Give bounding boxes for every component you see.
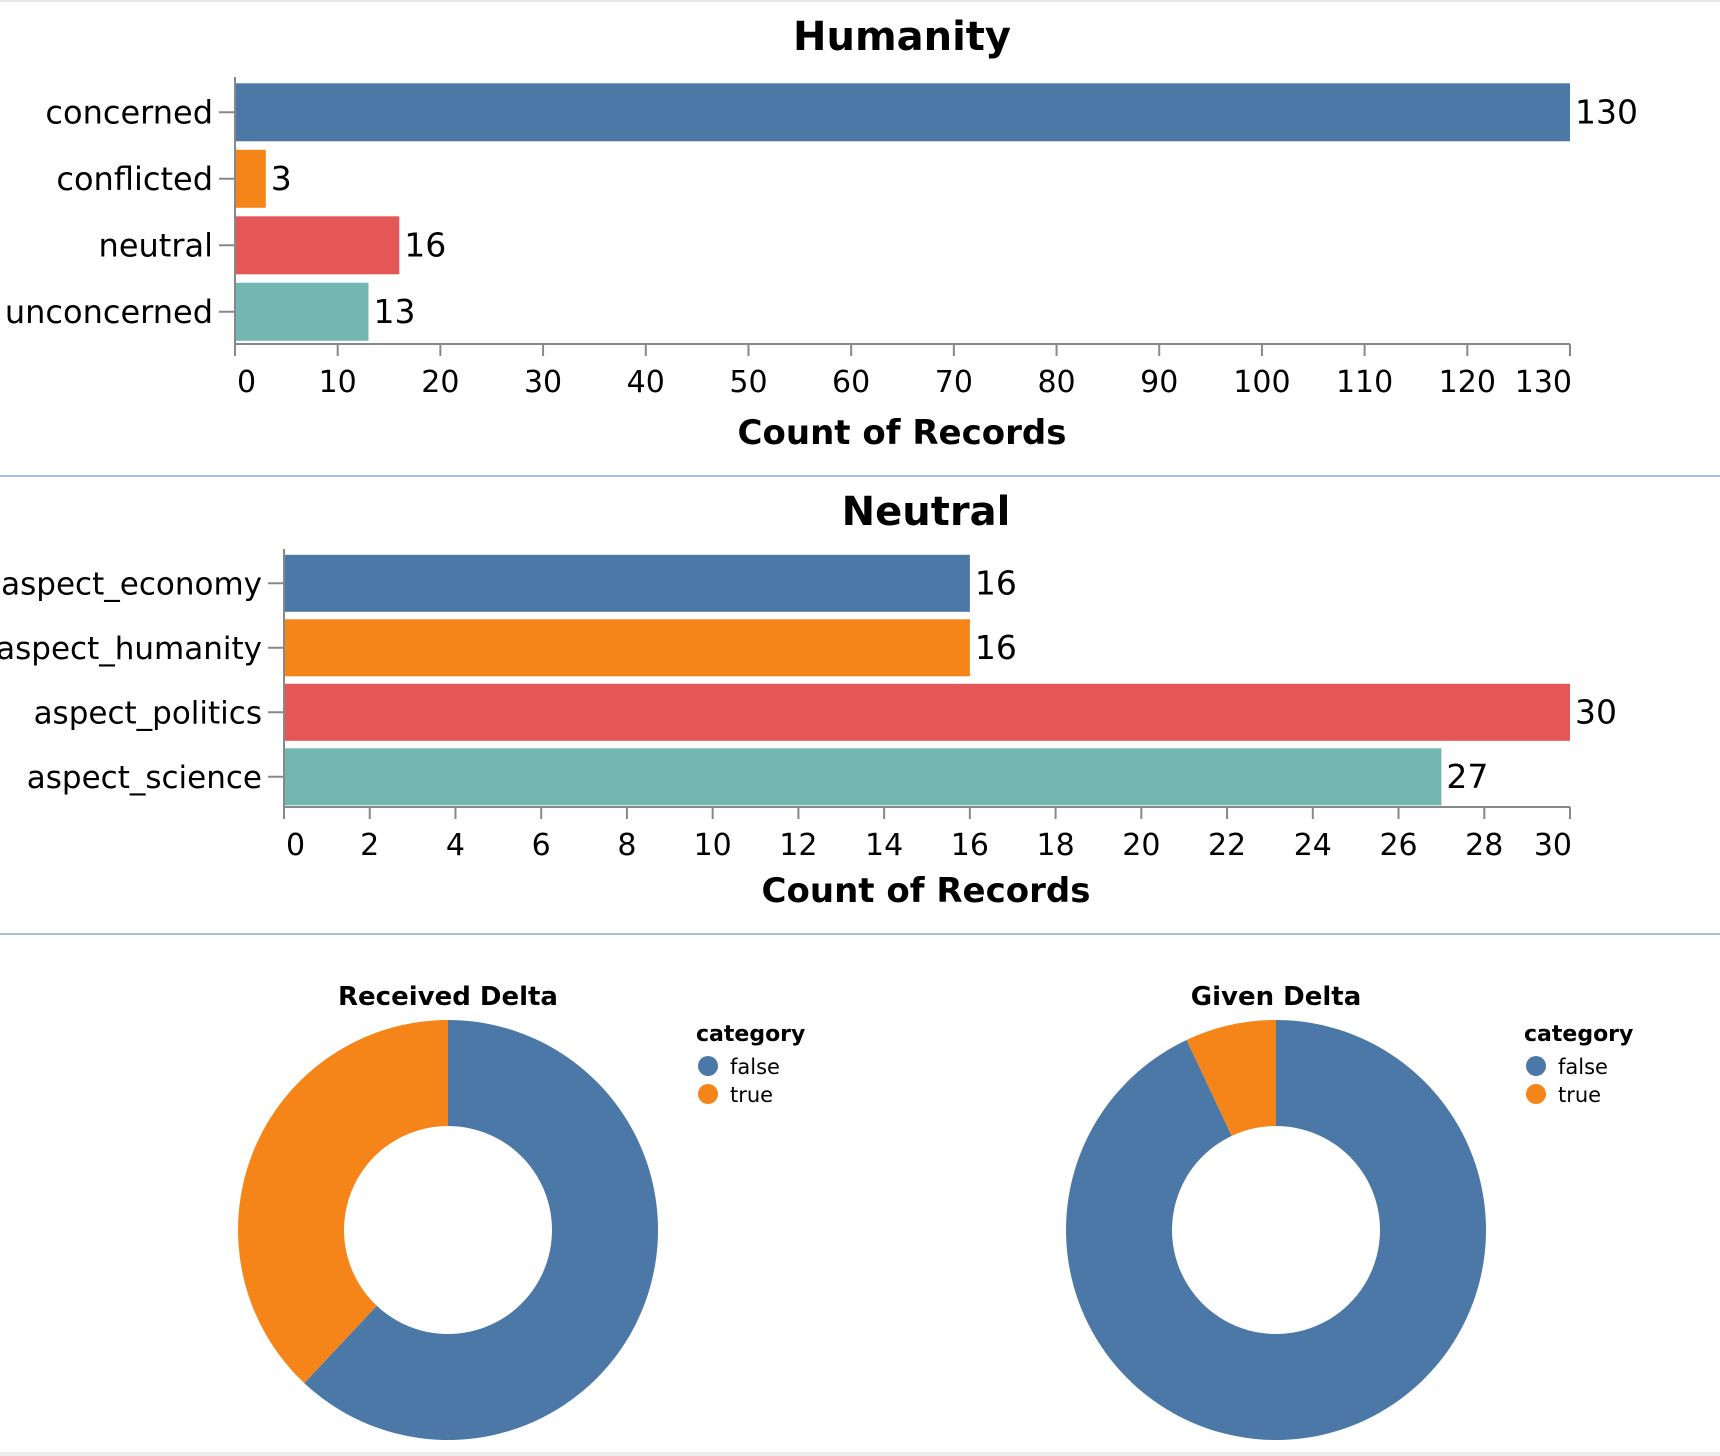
humanity-chart-title: Humanity (793, 14, 1011, 60)
humanity-category-label: neutral (99, 226, 213, 264)
given-delta-legend-swatch-false (1526, 1056, 1546, 1076)
neutral-x-tick-label: 30 (1534, 828, 1572, 863)
top-border (0, 0, 1720, 2)
neutral-category-label: aspect_economy (1, 566, 262, 602)
humanity-x-tick-label: 30 (524, 365, 562, 400)
humanity-category-label: unconcerned (5, 293, 213, 331)
section-divider-2 (0, 933, 1720, 935)
neutral-x-axis-title: Count of Records (762, 871, 1091, 911)
given-delta-legend-label-false: false (1558, 1055, 1608, 1079)
received-delta-slice-true (238, 1020, 448, 1384)
given-delta-legend-label-true: true (1558, 1083, 1601, 1107)
humanity-data-label: 16 (404, 225, 446, 264)
received-delta-slice-false (304, 1020, 659, 1440)
humanity-category-label: concerned (45, 93, 213, 131)
neutral-x-tick-label: 26 (1379, 828, 1417, 863)
neutral-x-tick-label: 24 (1294, 828, 1332, 863)
neutral-bar-aspect_humanity (284, 619, 970, 677)
neutral-bar-aspect_science (284, 748, 1442, 806)
neutral-x-tick-label: 8 (617, 828, 636, 863)
neutral-x-tick-label: 4 (446, 828, 465, 863)
neutral-category-label: aspect_science (27, 760, 262, 796)
humanity-bar-neutral (235, 216, 400, 275)
humanity-x-tick-label: 50 (729, 365, 767, 400)
humanity-x-tick-label: 10 (319, 365, 357, 400)
neutral-data-label: 27 (1446, 757, 1488, 796)
neutral-x-tick-label: 0 (286, 828, 305, 863)
humanity-bar-chart: Humanity Count of Records 130concerned3c… (5, 14, 1638, 453)
given-delta-donut-chart: Given Delta category false true (1066, 982, 1633, 1441)
neutral-x-tick-label: 12 (779, 828, 817, 863)
humanity-x-tick-label: 40 (627, 365, 665, 400)
humanity-bar-conflicted (235, 149, 266, 208)
humanity-x-tick-label: 130 (1515, 365, 1572, 400)
neutral-x-tick-label: 16 (951, 828, 989, 863)
bottom-border (0, 1452, 1720, 1456)
humanity-bar-unconcerned (235, 282, 369, 341)
neutral-bar-aspect_politics (284, 683, 1570, 741)
received-delta-legend-title: category (696, 1022, 805, 1047)
given-delta-title: Given Delta (1191, 982, 1362, 1012)
neutral-category-label: aspect_politics (34, 695, 262, 731)
humanity-x-tick-label: 20 (421, 365, 459, 400)
neutral-data-label: 16 (975, 628, 1017, 667)
humanity-x-tick-label: 70 (935, 365, 973, 400)
neutral-chart-title: Neutral (842, 489, 1011, 535)
neutral-x-tick-label: 2 (360, 828, 379, 863)
humanity-x-tick-label: 90 (1140, 365, 1178, 400)
humanity-bar-concerned (235, 83, 1570, 142)
neutral-x-tick-label: 10 (694, 828, 732, 863)
neutral-x-tick-label: 18 (1037, 828, 1075, 863)
neutral-category-label: aspect_humanity (0, 631, 262, 667)
received-delta-legend-swatch-true (698, 1084, 718, 1104)
given-delta-slice-false (1066, 1020, 1487, 1441)
humanity-x-tick-label: 0 (237, 365, 256, 400)
neutral-data-label: 30 (1575, 692, 1617, 731)
humanity-x-tick-label: 100 (1233, 365, 1290, 400)
neutral-bar-aspect_economy (284, 554, 970, 612)
humanity-data-label: 13 (374, 292, 416, 331)
neutral-x-tick-label: 20 (1122, 828, 1160, 863)
humanity-x-tick-label: 60 (832, 365, 870, 400)
humanity-data-label: 3 (271, 159, 292, 198)
neutral-data-label: 16 (975, 563, 1017, 602)
given-delta-legend-title: category (1524, 1022, 1633, 1047)
humanity-x-tick-label: 120 (1439, 365, 1496, 400)
given-delta-slice-true (1186, 1020, 1276, 1136)
humanity-data-label: 130 (1575, 92, 1638, 131)
humanity-x-tick-label: 80 (1037, 365, 1075, 400)
neutral-x-tick-label: 6 (532, 828, 551, 863)
received-delta-title: Received Delta (338, 982, 558, 1012)
neutral-bar-chart: Neutral Count of Records 16 aspect_econom… (0, 489, 1617, 911)
humanity-x-axis-title: Count of Records (738, 413, 1067, 453)
neutral-x-tick-label: 14 (865, 828, 903, 863)
section-divider-1 (0, 475, 1720, 477)
received-delta-legend-swatch-false (698, 1056, 718, 1076)
given-delta-legend-swatch-true (1526, 1084, 1546, 1104)
received-delta-legend-label-false: false (730, 1055, 780, 1079)
received-delta-donut-chart: Received Delta category false true (238, 982, 805, 1440)
humanity-x-tick-label: 110 (1336, 365, 1393, 400)
humanity-category-label: conflicted (56, 160, 213, 198)
neutral-x-tick-label: 28 (1465, 828, 1503, 863)
received-delta-legend-label-true: true (730, 1083, 773, 1107)
neutral-x-tick-label: 22 (1208, 828, 1246, 863)
